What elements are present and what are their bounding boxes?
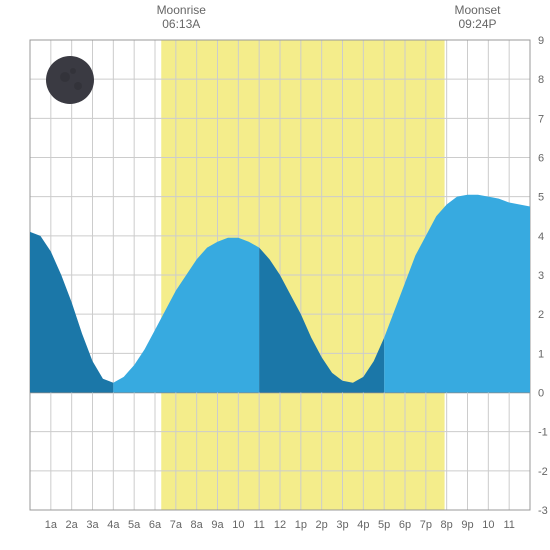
moonrise-label: Moonrise xyxy=(157,3,207,17)
moon-crater xyxy=(74,82,82,90)
x-tick-label: 6p xyxy=(399,519,411,531)
y-tick-label: 3 xyxy=(538,270,544,282)
x-tick-label: 3p xyxy=(336,519,348,531)
y-tick-label: 0 xyxy=(538,388,544,400)
moon-icon xyxy=(46,56,94,104)
moon-crater xyxy=(60,72,70,82)
y-tick-label: 5 xyxy=(538,192,544,204)
x-tick-label: 9p xyxy=(461,519,473,531)
moonset-time: 09:24P xyxy=(458,17,496,31)
x-tick-label: 10 xyxy=(482,519,494,531)
x-tick-label: 5p xyxy=(378,519,390,531)
x-tick-label: 9a xyxy=(211,519,224,531)
x-tick-label: 10 xyxy=(232,519,244,531)
y-tick-label: 9 xyxy=(538,35,544,47)
y-tick-label: 1 xyxy=(538,348,544,360)
x-tick-label: 4p xyxy=(357,519,369,531)
chart-svg: -3-2-101234567891a2a3a4a5a6a7a8a9a101112… xyxy=(0,0,550,550)
x-tick-label: 2p xyxy=(316,519,328,531)
y-tick-label: 7 xyxy=(538,113,544,125)
x-tick-label: 8a xyxy=(191,519,204,531)
x-tick-label: 6a xyxy=(149,519,162,531)
x-tick-label: 5a xyxy=(128,519,141,531)
x-tick-label: 1p xyxy=(295,519,307,531)
tide-chart: -3-2-101234567891a2a3a4a5a6a7a8a9a101112… xyxy=(0,0,550,550)
y-tick-label: -2 xyxy=(538,466,548,478)
x-tick-label: 7a xyxy=(170,519,183,531)
x-tick-label: 11 xyxy=(503,519,514,531)
moon-crater xyxy=(70,68,76,74)
x-tick-label: 1a xyxy=(45,519,58,531)
y-tick-label: 4 xyxy=(538,231,544,243)
y-tick-label: 8 xyxy=(538,74,544,86)
x-tick-label: 7p xyxy=(420,519,432,531)
x-tick-label: 2a xyxy=(66,519,79,531)
moonset-label: Moonset xyxy=(454,3,501,17)
y-tick-label: 6 xyxy=(538,153,544,165)
y-tick-label: 2 xyxy=(538,309,544,321)
x-tick-label: 12 xyxy=(274,519,286,531)
moonrise-time: 06:13A xyxy=(162,17,200,31)
x-tick-label: 3a xyxy=(86,519,99,531)
x-tick-label: 8p xyxy=(441,519,453,531)
x-tick-label: 11 xyxy=(253,519,264,531)
y-tick-label: -1 xyxy=(538,427,548,439)
x-tick-label: 4a xyxy=(107,519,120,531)
y-tick-label: -3 xyxy=(538,505,548,517)
